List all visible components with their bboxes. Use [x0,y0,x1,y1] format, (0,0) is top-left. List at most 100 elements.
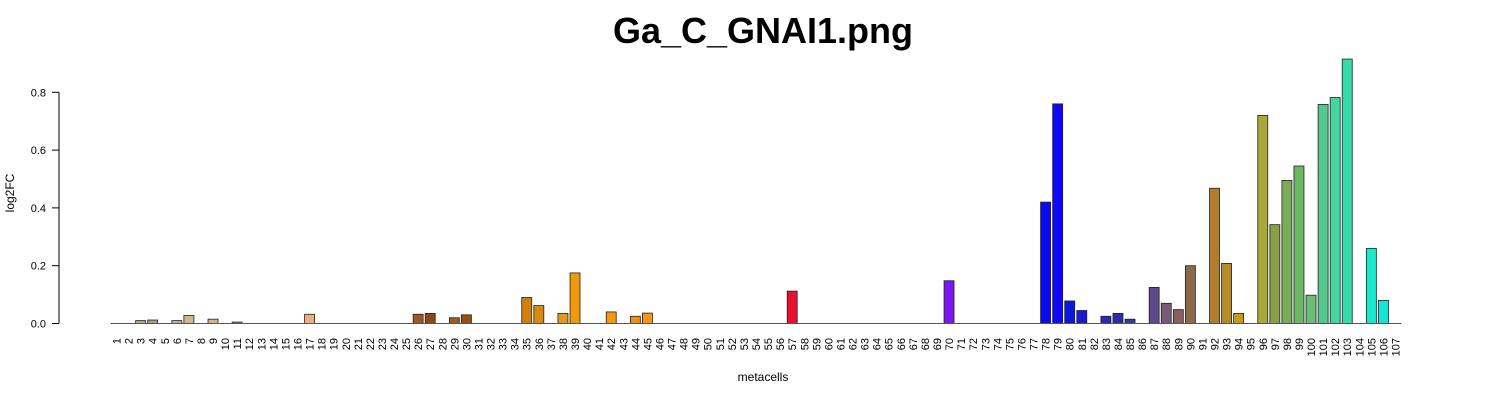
x-tick-label: 45 [642,338,654,350]
bar-metacell-39 [569,272,581,324]
bar-metacell-94 [1233,312,1245,324]
x-tick-label: 56 [775,338,787,350]
x-tick-label: 88 [1161,338,1173,350]
x-tick-label: 4 [148,338,160,344]
x-tick-label: 33 [498,338,510,350]
bar-metacell-4 [147,319,159,324]
x-tick-label: 15 [280,338,292,350]
x-tick-label: 42 [606,338,618,350]
x-tick-label: 68 [920,338,932,350]
bar-metacell-70 [943,280,955,324]
x-tick-label: 22 [365,338,377,350]
x-tick-label: 28 [437,338,449,350]
bar-metacell-27 [424,312,436,324]
x-axis-label: metacells [738,370,789,384]
x-tick-label: 82 [1089,338,1101,350]
x-tick-label: 7 [184,338,196,344]
bar-metacell-99 [1293,165,1305,324]
x-tick-label: 94 [1234,338,1246,350]
bar-metacell-90 [1184,265,1196,324]
y-tick-label: 0.4 [31,203,46,215]
x-tick-label: 103 [1342,338,1354,356]
bar-metacell-105 [1365,247,1377,324]
x-tick-label: 74 [992,338,1004,350]
x-tick-label: 104 [1354,338,1366,356]
x-tick-label: 85 [1125,338,1137,350]
x-tick-label: 2 [124,338,136,344]
x-tick-label: 9 [208,338,220,344]
x-tick-label: 5 [160,338,172,344]
x-tick-label: 76 [1016,338,1028,350]
bar-metacell-30 [461,314,472,324]
bar-metacell-17 [304,313,315,324]
bar-metacell-81 [1076,310,1088,324]
x-tick-label: 52 [727,338,739,350]
x-tick-label: 89 [1173,338,1185,350]
x-tick-label: 54 [751,338,763,350]
y-tick-label: 0.6 [31,145,46,157]
bar-metacell-102 [1329,97,1341,324]
x-tick-label: 58 [799,338,811,350]
x-tick-label: 90 [1185,338,1197,350]
x-tick-label: 51 [715,338,727,350]
x-tick-label: 16 [292,338,304,350]
x-tick-label: 80 [1065,338,1077,350]
y-tick-label: 0.0 [31,319,46,331]
x-tick-labels: 1 2 3 4 5 6 7 8 9 10 11 12 13 14 15 16 17 18 19 20 21 22 23 24 2… [112,338,1403,356]
bar-metacell-85 [1124,318,1136,324]
x-tick-label: 21 [353,338,365,350]
x-tick-label: 14 [268,338,280,350]
x-tick-label: 106 [1378,338,1390,356]
x-tick-label: 57 [787,338,799,350]
x-tick-label: 59 [811,338,823,350]
x-tick-label: 43 [618,338,630,350]
bar-metacell-92 [1209,187,1220,324]
x-tick-label: 34 [510,338,522,350]
x-tick-label: 38 [558,338,570,350]
x-tick-label: 63 [860,338,872,350]
x-tick-label: 101 [1318,338,1330,356]
bar-metacell-89 [1172,309,1184,324]
x-tick-label: 6 [172,338,184,344]
x-tick-label: 46 [654,338,666,350]
x-tick-label: 70 [944,338,956,350]
bar-metacell-57 [786,290,798,324]
x-tick-label: 84 [1113,338,1125,350]
x-tick-label: 67 [908,338,920,350]
x-tick-label: 26 [413,338,425,350]
bar-metacell-106 [1378,299,1389,324]
x-tick-label: 100 [1306,338,1318,356]
x-tick-label: 30 [461,338,473,350]
x-tick-label: 20 [341,338,353,350]
x-tick-label: 39 [570,338,582,350]
x-tick-label: 10 [220,338,232,350]
x-tick-label: 60 [823,338,835,350]
y-tick-label: 0.2 [31,261,46,273]
x-tick-label: 19 [329,338,341,350]
x-tick-label: 71 [956,338,968,350]
x-tick-label: 37 [546,338,558,350]
x-tick-label: 31 [473,338,485,350]
bar-metacell-83 [1100,315,1112,324]
x-tick-label: 95 [1246,338,1258,350]
bar-metacell-26 [412,313,424,324]
x-tick-label: 12 [244,338,256,350]
x-tick-label: 93 [1222,338,1234,350]
x-tick-label: 41 [594,338,606,350]
y-axis: 0.0 0.2 0.4 0.6 0.8 [31,87,60,331]
bar-metacell-29 [448,317,460,324]
x-tick-label: 86 [1137,338,1149,350]
x-tick-label: 29 [449,338,461,350]
bar-metacell-88 [1160,302,1172,324]
x-tick-label: 61 [835,338,847,350]
bar-metacell-103 [1341,58,1353,324]
x-tick-label: 50 [703,338,715,350]
x-tick-label: 24 [389,338,401,350]
bar-metacell-84 [1112,312,1124,324]
bar-metacell-87 [1148,286,1160,324]
bar-metacell-7 [183,315,195,324]
x-tick-label: 23 [377,338,389,350]
x-tick-label: 107 [1391,338,1403,356]
x-tick-label: 25 [401,338,413,350]
